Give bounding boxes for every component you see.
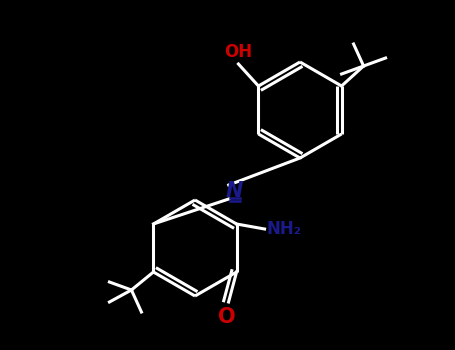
- Text: O: O: [218, 307, 235, 327]
- Text: N: N: [226, 181, 243, 201]
- Text: NH₂: NH₂: [267, 220, 302, 238]
- Text: OH: OH: [224, 43, 253, 61]
